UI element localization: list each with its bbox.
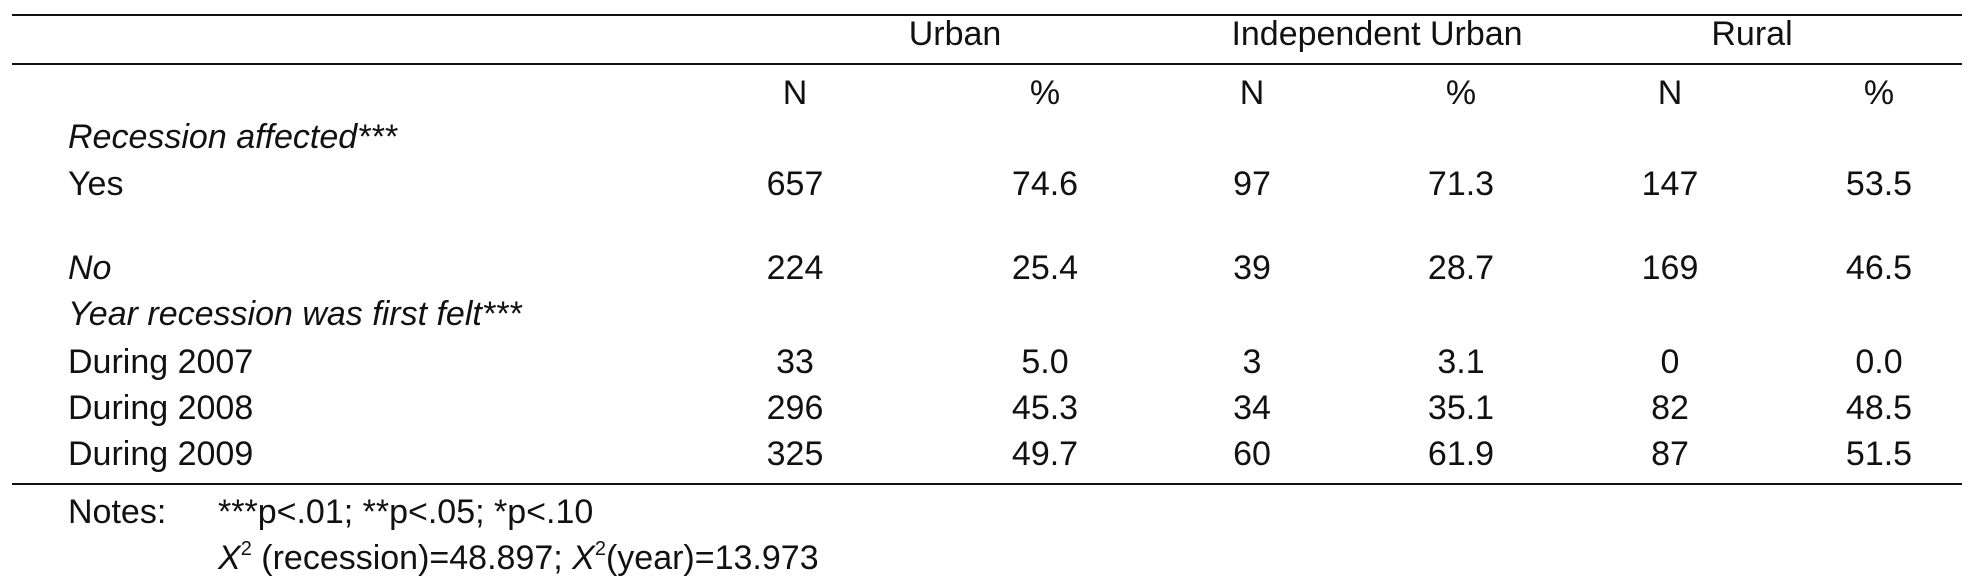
table-cell: 82 (1651, 389, 1689, 427)
table-cell: 51.5 (1845, 435, 1913, 473)
table-cell: 45.3 (1011, 389, 1079, 427)
chi-year-text: (year)=13.973 (605, 539, 819, 577)
table-cell: 33 (776, 343, 814, 381)
row-label-no: No (68, 249, 112, 287)
notes-label: Notes: (68, 493, 167, 531)
table-cell: 28.7 (1427, 249, 1495, 287)
table-cell: 0 (1660, 343, 1680, 381)
chi-recession-text: (recession)=48.897; (251, 539, 573, 577)
table-cell: 3 (1242, 343, 1262, 381)
table-cell: 61.9 (1427, 435, 1495, 473)
row-label-during-2009: During 2009 (68, 435, 254, 473)
subheader-rural-n: N (1657, 74, 1683, 112)
table-cell: 49.7 (1011, 435, 1079, 473)
notes-significance: ***p<.01; **p<.05; *p<.10 (218, 493, 594, 531)
group-header-rural: Rural (1711, 15, 1793, 53)
table-cell: 74.6 (1011, 165, 1079, 203)
table-cell: 34 (1233, 389, 1271, 427)
table-top-rule (12, 14, 1962, 16)
subheader-independent-urban-pct: % (1445, 74, 1477, 112)
table-cell: 35.1 (1427, 389, 1495, 427)
table-cell: 0.0 (1855, 343, 1903, 381)
section-title-recession-affected: Recession affected*** (68, 118, 397, 156)
row-label-yes: Yes (68, 165, 124, 203)
row-label-during-2008: During 2008 (68, 389, 254, 427)
table-cell: 60 (1233, 435, 1271, 473)
table-cell: 97 (1233, 165, 1271, 203)
row-label-during-2007: During 2007 (68, 343, 254, 381)
subheader-independent-urban-n: N (1239, 74, 1265, 112)
table-cell: 296 (766, 389, 824, 427)
subheader-urban-n: N (782, 74, 808, 112)
table-cell: 46.5 (1845, 249, 1913, 287)
table-cell: 25.4 (1011, 249, 1079, 287)
chi-symbol: X (572, 539, 595, 577)
table-cell: 169 (1641, 249, 1699, 287)
table-cell: 53.5 (1845, 165, 1913, 203)
table-cell: 87 (1651, 435, 1689, 473)
table-bottom-rule (12, 483, 1962, 485)
table-cell: 48.5 (1845, 389, 1913, 427)
section-title-year-first-felt: Year recession was first felt*** (68, 295, 522, 333)
table-cell: 657 (766, 165, 824, 203)
table-cell: 39 (1233, 249, 1271, 287)
chi-superscript: 2 (594, 538, 606, 560)
subheader-urban-pct: % (1029, 74, 1061, 112)
table-cell: 5.0 (1021, 343, 1069, 381)
chi-superscript: 2 (240, 538, 252, 560)
notes-chi-square: X2 (recession)=48.897; X2(year)=13.973 (218, 538, 819, 583)
chi-symbol: X (218, 539, 241, 577)
group-header-urban: Urban (908, 15, 1002, 53)
table-cell: 325 (766, 435, 824, 473)
table-cell: 71.3 (1427, 165, 1495, 203)
subheader-rural-pct: % (1863, 74, 1895, 112)
group-header-rule (12, 63, 1962, 65)
table-cell: 3.1 (1437, 343, 1485, 381)
group-header-independent-urban: Independent Urban (1231, 15, 1523, 53)
table-cell: 147 (1641, 165, 1699, 203)
table-cell: 224 (766, 249, 824, 287)
